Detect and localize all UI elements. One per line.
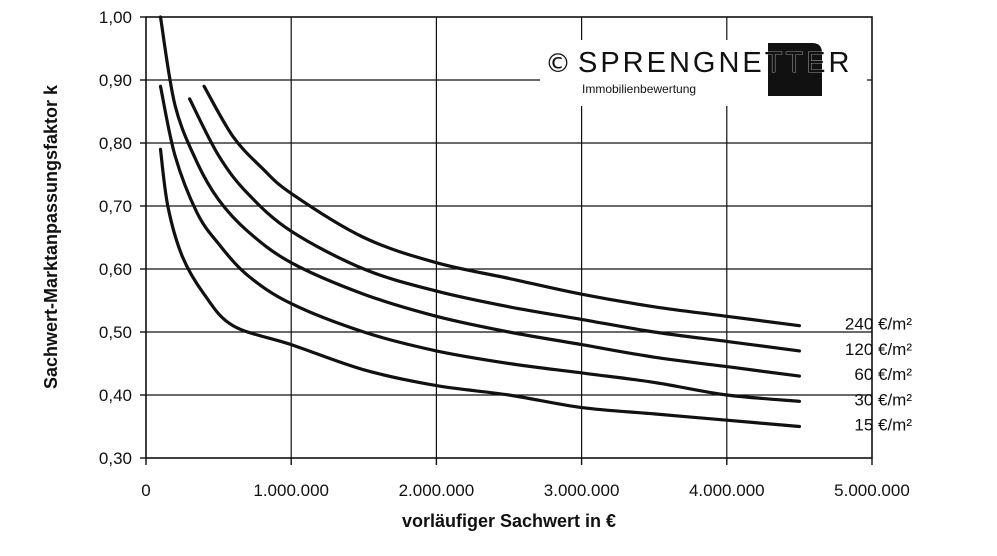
axes: [140, 16, 873, 465]
series-label: 30 €/m²: [854, 390, 912, 409]
x-tick-label: 2.000.000: [399, 481, 475, 500]
x-tick-label: 3.000.000: [544, 481, 620, 500]
series-line: [188, 97, 801, 353]
series-line: [158, 84, 801, 403]
logo-block-shape: [768, 43, 822, 96]
plot-border: [145, 16, 873, 459]
y-tick-label: 0,50: [99, 323, 132, 342]
series-label: 60 €/m²: [854, 365, 912, 384]
series-line: [202, 84, 801, 328]
logo-brand-text: SPRENGNETTER: [578, 47, 852, 79]
series-line: [158, 15, 801, 378]
x-tick-label: 1.000.000: [253, 481, 329, 500]
y-tick-label: 0,80: [99, 134, 132, 153]
y-tick-label: 0,90: [99, 71, 132, 90]
y-tick-label: 1,00: [99, 8, 132, 27]
sprengnetter-logo: © Immobilienbewertung SPRENGNETTER: [540, 40, 867, 106]
x-tick-label: 5.000.000: [834, 481, 910, 500]
series-lines: [158, 15, 801, 429]
y-tick-label: 0,60: [99, 260, 132, 279]
logo-copyright-symbol: ©: [545, 49, 571, 79]
y-axis-title: Sachwert-Marktanpassungsfaktor k: [41, 84, 61, 389]
series-label: 240 €/m²: [845, 315, 912, 334]
y-tick-label: 0,40: [99, 386, 132, 405]
x-axis-title: vorläufiger Sachwert in €: [402, 511, 616, 531]
x-tick-label: 0: [141, 481, 150, 500]
labels: vorläufiger Sachwert in € Sachwert-Markt…: [41, 8, 912, 531]
series-label: 15 €/m²: [854, 416, 912, 435]
logo-subtitle: Immobilienbewertung: [582, 82, 696, 96]
y-tick-label: 0,30: [99, 449, 132, 468]
series-label: 120 €/m²: [845, 340, 912, 359]
y-tick-label: 0,70: [99, 197, 132, 216]
x-tick-label: 4.000.000: [689, 481, 765, 500]
series-line: [158, 147, 801, 429]
